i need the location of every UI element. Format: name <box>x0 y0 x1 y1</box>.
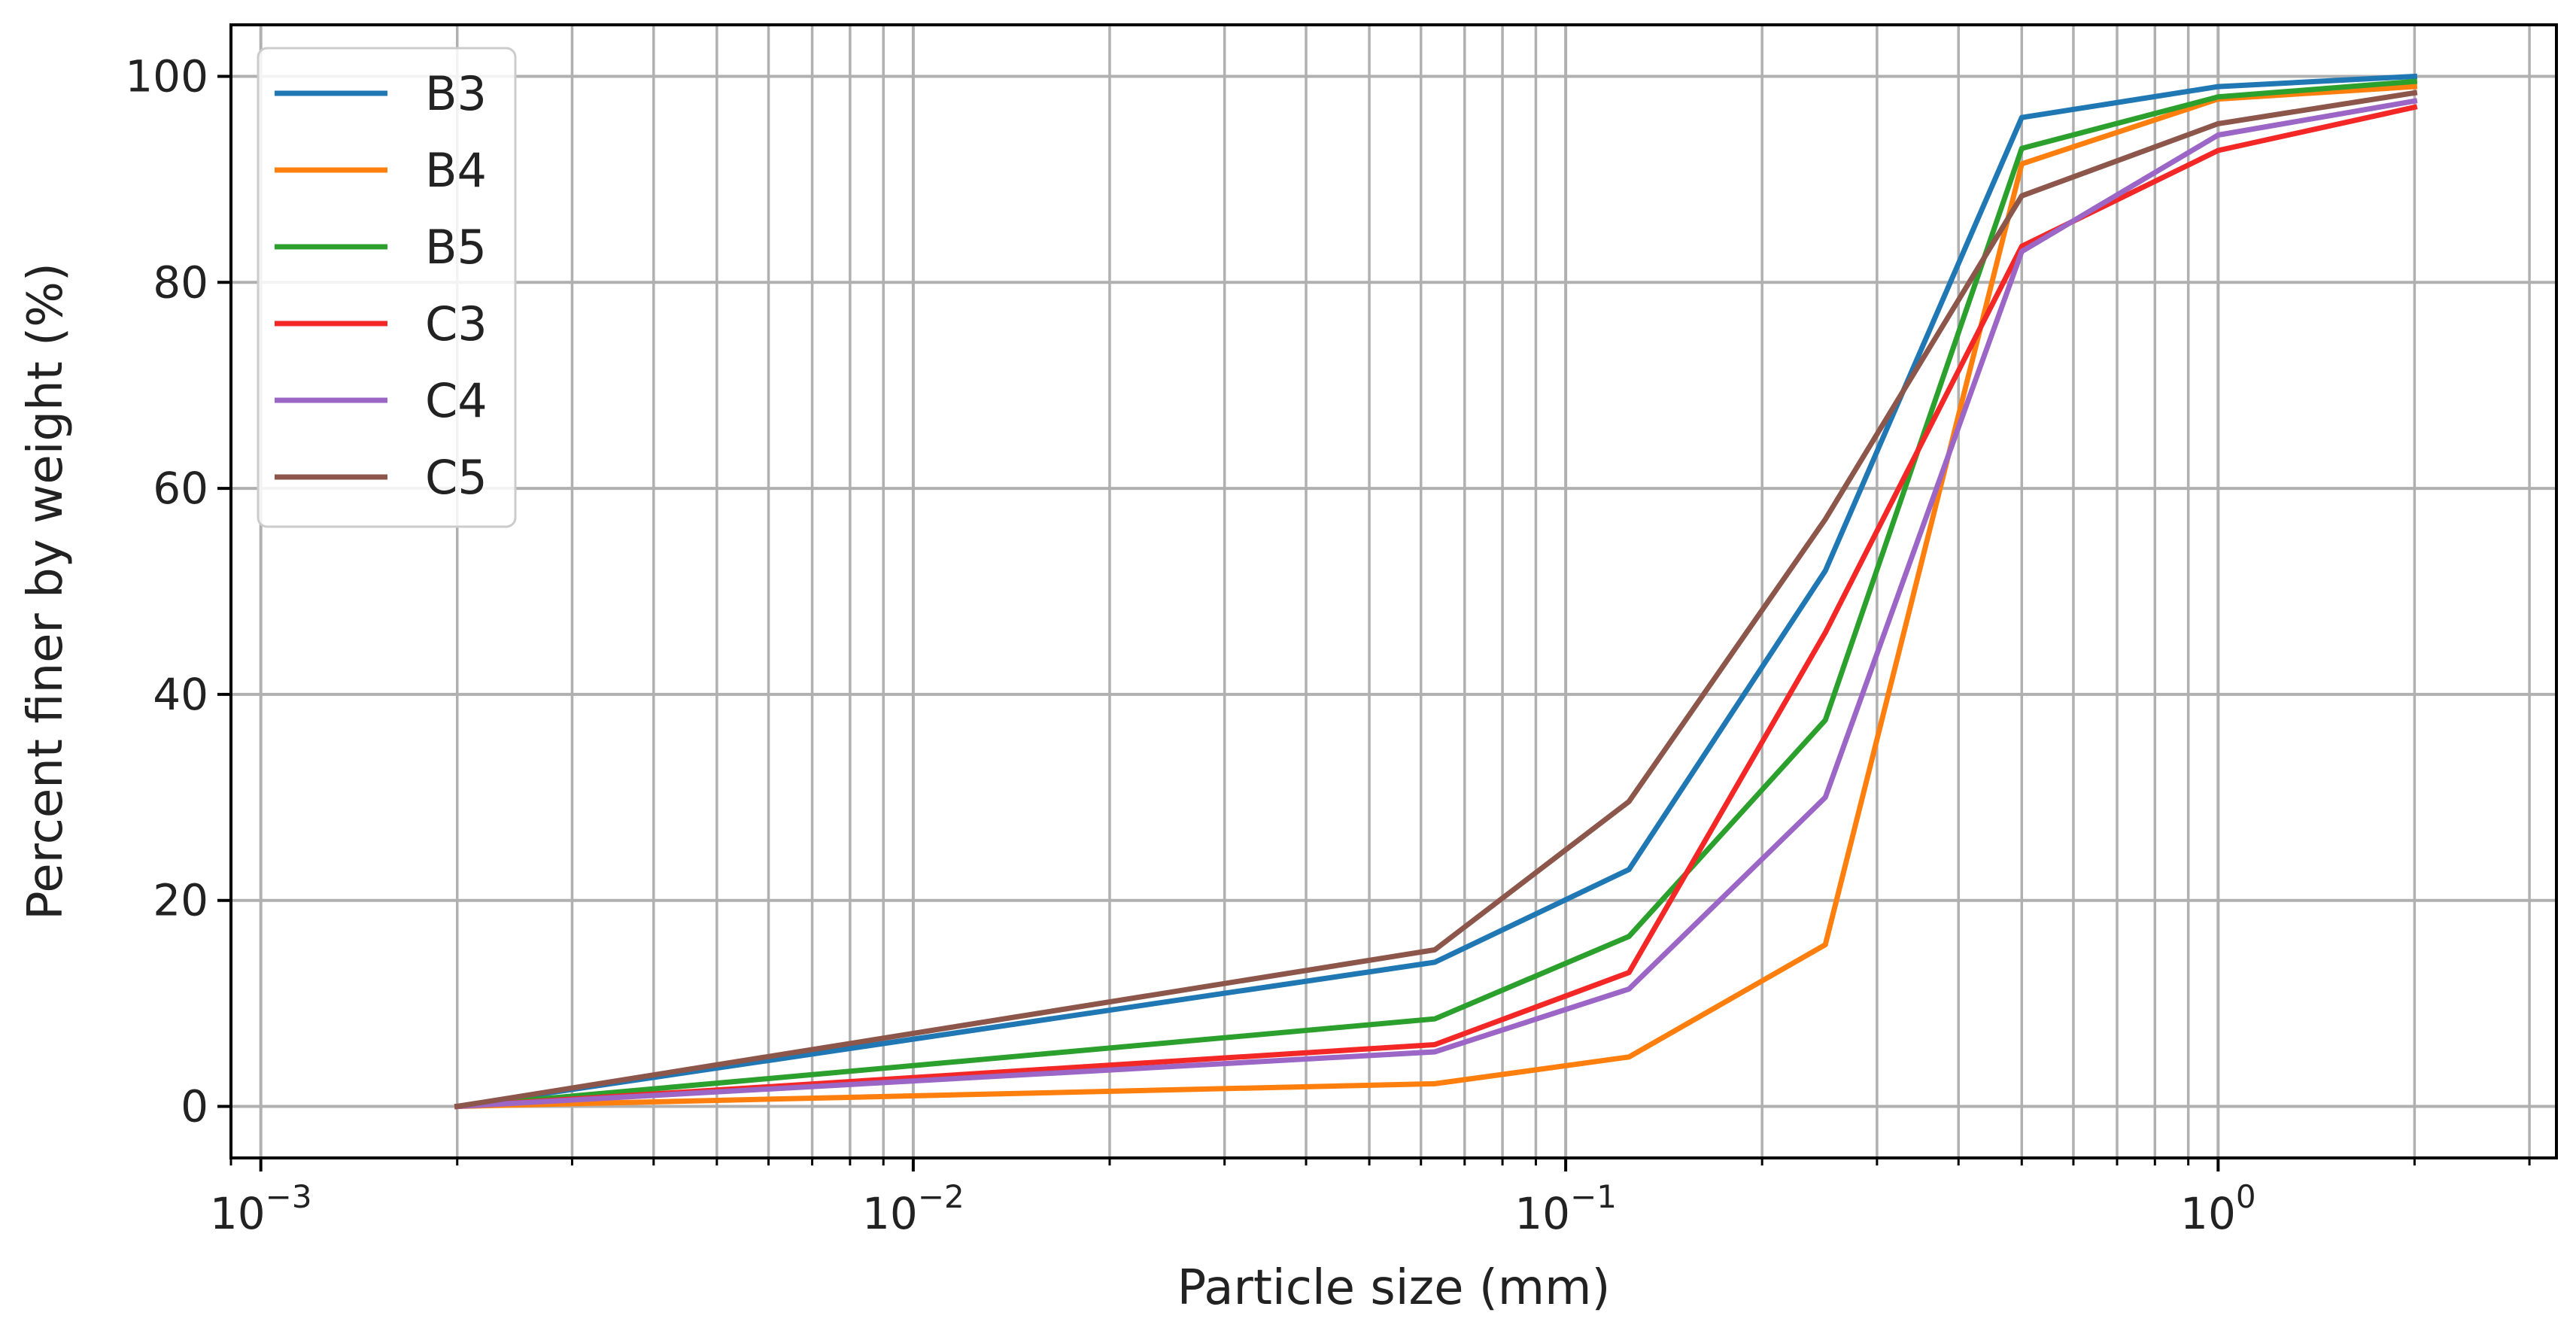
series-line-c3 <box>454 104 2418 1110</box>
x-tick-base: 10 <box>210 1188 266 1239</box>
grid <box>229 25 2556 1158</box>
legend-label-b4: B4 <box>425 143 487 198</box>
x-tick-exponent: −3 <box>266 1178 312 1215</box>
x-tick-exponent: −2 <box>918 1178 964 1215</box>
y-tick-label: 40 <box>153 669 208 720</box>
y-tick-label: 20 <box>153 875 208 926</box>
series-line-b5 <box>454 78 2418 1110</box>
legend-label-b3: B3 <box>425 66 487 121</box>
legend-label-b5: B5 <box>425 220 487 275</box>
y-tick-label: 100 <box>125 50 208 102</box>
y-axis-label: Percent finer by weight (%) <box>18 263 74 920</box>
x-tick-base: 10 <box>862 1188 918 1239</box>
plot-frame <box>229 23 2558 1159</box>
series-line-c5 <box>454 90 2418 1110</box>
y-tick-label: 80 <box>153 257 208 308</box>
series-lines <box>454 73 2418 1110</box>
legend-label-c4: C4 <box>425 373 488 428</box>
x-tick-base: 10 <box>1514 1188 1570 1239</box>
legend-label-c3: C3 <box>425 296 488 351</box>
series-line-b4 <box>454 84 2418 1110</box>
legend-label-c5: C5 <box>425 450 488 505</box>
x-tick-label: 100 <box>2180 1178 2256 1239</box>
x-axis-label: Particle size (mm) <box>1177 1260 1611 1316</box>
legend: B3 B4 B5 C3 C4 C5 <box>257 47 517 528</box>
x-tick-label: 10−2 <box>862 1178 964 1239</box>
x-tick-exponent: −1 <box>1570 1178 1617 1215</box>
y-tick-label: 60 <box>153 463 208 514</box>
y-tick-label: 0 <box>181 1081 208 1132</box>
x-tick-base: 10 <box>2180 1188 2236 1239</box>
series-line-b3 <box>454 73 2418 1110</box>
x-tick-label: 10−1 <box>1514 1178 1617 1239</box>
x-tick-label: 10−3 <box>210 1178 312 1239</box>
series-line-c4 <box>454 98 2418 1110</box>
x-tick-exponent: 0 <box>2236 1178 2256 1215</box>
